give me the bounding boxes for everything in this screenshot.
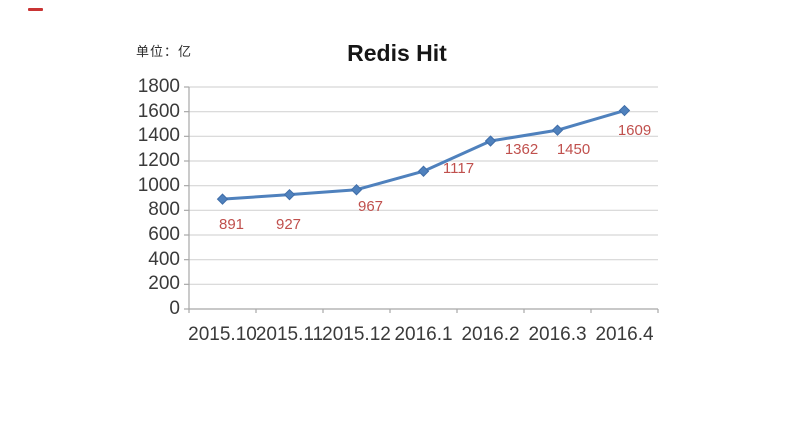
y-axis-tick-label: 1200 [137, 150, 180, 171]
y-axis-tick-label: 200 [148, 273, 180, 295]
y-axis-tick-label: 400 [148, 248, 180, 270]
data-point-label: 1450 [556, 141, 591, 159]
x-axis-tick-label: 2015.10 [188, 324, 257, 345]
data-point-label: 1362 [504, 141, 539, 159]
x-axis-tick-label: 2016.1 [394, 324, 453, 345]
y-axis-tick-label: 1600 [137, 100, 180, 122]
y-axis-tick-label: 1000 [137, 174, 180, 196]
x-axis [188, 308, 659, 313]
x-axis-tick-label: 2015.11 [255, 324, 324, 345]
y-axis-tick-label: 1800 [137, 76, 180, 97]
data-point-label: 891 [218, 216, 245, 234]
data-point-marker [417, 165, 430, 177]
x-axis-tick-label: 2016.4 [595, 324, 654, 345]
data-point-markers [216, 104, 631, 205]
y-axis-tick-label: 0 [169, 298, 180, 319]
data-point-marker [350, 184, 363, 196]
data-point-marker [283, 188, 296, 201]
unit-label: 单位：亿 [136, 44, 193, 59]
x-axis-tick-label: 2016.3 [528, 324, 587, 345]
y-axis-tick-label: 600 [148, 224, 180, 245]
x-axis-tick-label: 2016.2 [461, 324, 520, 345]
data-point-marker [551, 124, 564, 136]
data-point-marker [484, 135, 497, 147]
data-point-label: 927 [275, 215, 302, 233]
data-point-marker [216, 193, 229, 205]
data-point-marker [618, 104, 631, 117]
data-point-label: 967 [357, 197, 384, 215]
data-point-label: 1117 [442, 160, 475, 178]
x-axis-tick-label: 2015.12 [322, 324, 391, 345]
y-axis-tick-label: 1400 [137, 125, 180, 147]
y-axis [184, 86, 190, 310]
gridlines [189, 86, 658, 285]
red-dash-mark [28, 8, 43, 11]
data-point-label: 1609 [617, 121, 652, 139]
chart-title: Redis Hit [347, 40, 447, 66]
y-axis-tick-label: 800 [148, 199, 180, 221]
